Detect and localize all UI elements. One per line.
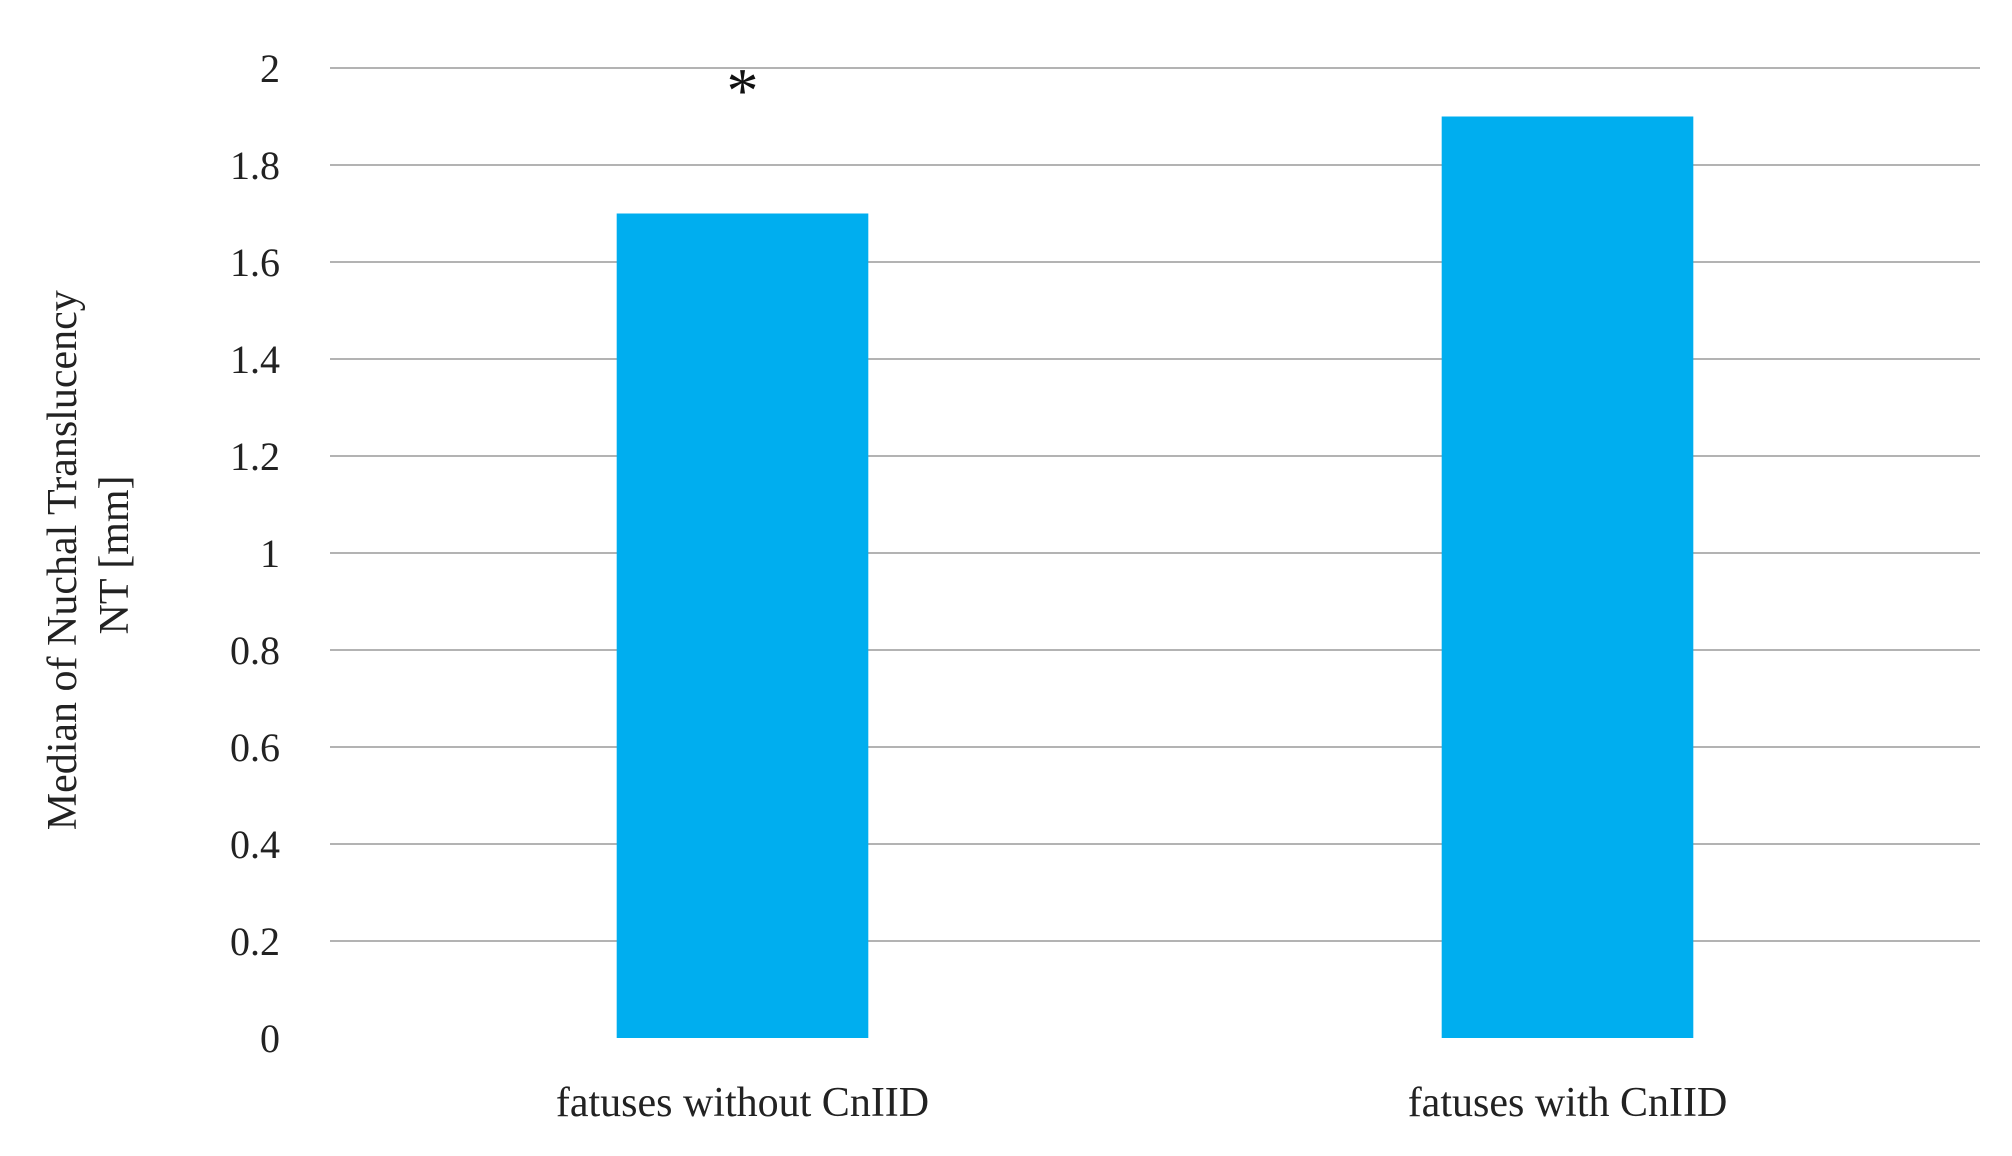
- y-tick-label: 0: [260, 1016, 280, 1061]
- y-axis-title-line-2: NT [mm]: [92, 475, 138, 634]
- bar: [1441, 116, 1694, 1038]
- y-tick-label: 1.4: [230, 337, 280, 382]
- bar: [616, 213, 869, 1038]
- y-tick-label: 2: [260, 46, 280, 91]
- y-axis-title: Median of Nuchal Translucency NT [mm]: [40, 280, 138, 831]
- x-category-label: fatuses without CnIID: [556, 1080, 929, 1126]
- y-tick-label: 0.6: [230, 725, 280, 770]
- significance-asterisk: *: [727, 55, 759, 126]
- y-tick-label: 0.4: [230, 822, 280, 867]
- y-tick-label: 1.6: [230, 240, 280, 285]
- y-tick-label: 1: [260, 531, 280, 576]
- y-tick-label: 1.2: [230, 434, 280, 479]
- x-category-label: fatuses with CnIID: [1408, 1080, 1728, 1126]
- annotations: *: [727, 55, 759, 126]
- x-axis-categories: fatuses without CnIID fatuses with CnIID: [556, 1080, 1727, 1126]
- bars: [616, 116, 1694, 1038]
- y-tick-label: 0.2: [230, 919, 280, 964]
- gridlines: [330, 67, 1980, 942]
- y-tick-label: 0.8: [230, 628, 280, 673]
- y-axis-title-line-1: Median of Nuchal Translucency: [40, 290, 86, 830]
- y-tick-label: 1.8: [230, 143, 280, 188]
- y-axis-ticks: 0 0.2 0.4 0.6 0.8 1 1.2 1.4 1.6 1.8 2: [230, 46, 280, 1061]
